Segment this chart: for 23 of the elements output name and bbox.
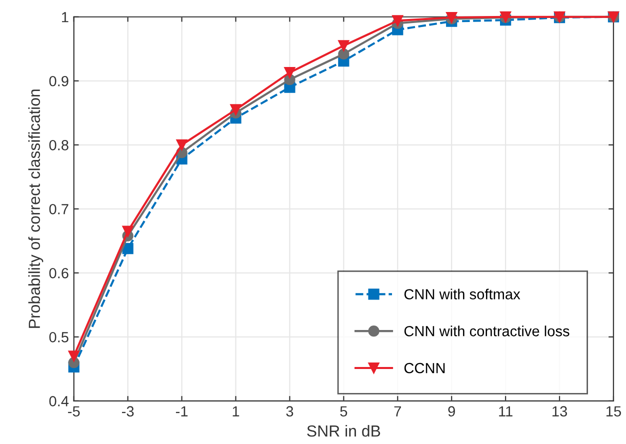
x-tick-label: 3 bbox=[286, 406, 294, 417]
y-tick-label: 0.7 bbox=[49, 204, 68, 214]
y-tick-label: 0.5 bbox=[49, 332, 68, 342]
x-tick-label: 1 bbox=[232, 406, 240, 416]
x-axis-title: SNR in dB bbox=[307, 424, 380, 437]
x-tick-label: 7 bbox=[394, 406, 401, 416]
x-tick-label: 9 bbox=[448, 406, 455, 417]
x-tick-label: 15 bbox=[606, 406, 621, 417]
legend-label: CCNN bbox=[404, 362, 445, 374]
x-tick-label: -3 bbox=[122, 406, 134, 417]
x-tick-label: 11 bbox=[499, 406, 512, 416]
x-tick-label: 5 bbox=[340, 406, 348, 417]
x-tick-label: 13 bbox=[552, 406, 567, 417]
y-tick-label: 0.9 bbox=[49, 76, 68, 86]
y-tick-label: 0.8 bbox=[49, 140, 68, 150]
x-tick-label: -1 bbox=[176, 406, 188, 416]
y-axis-title: Probability of correct classification bbox=[28, 90, 44, 328]
x-tick-label: -5 bbox=[68, 406, 80, 417]
legend-label: CNN with contractive loss bbox=[404, 326, 570, 336]
y-tick-label: 1 bbox=[62, 12, 68, 22]
y-tick-label: 0.4 bbox=[49, 396, 69, 406]
y-tick-label: 0.6 bbox=[49, 268, 68, 278]
legend-label: CNN with softmax bbox=[404, 288, 520, 300]
